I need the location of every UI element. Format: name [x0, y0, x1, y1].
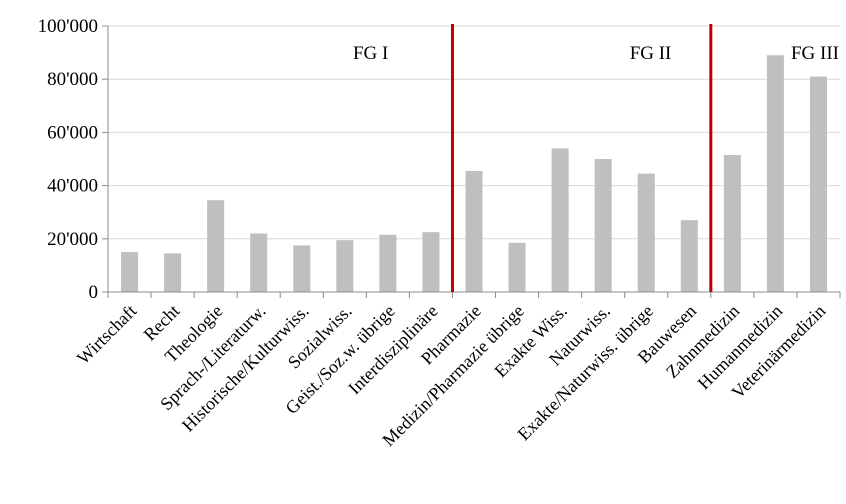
bar — [336, 240, 354, 292]
bar — [293, 245, 311, 292]
y-tick-label: 20'000 — [47, 229, 98, 250]
group-label: FG III — [791, 43, 839, 64]
axes — [102, 25, 841, 298]
bar — [508, 242, 526, 292]
bar — [207, 200, 225, 292]
bar — [551, 148, 569, 292]
bar — [121, 252, 139, 292]
bar — [250, 233, 268, 292]
group-label: FG II — [630, 43, 672, 64]
y-tick-label: 80'000 — [47, 69, 98, 90]
x-tick-label: Wirtschaft — [73, 301, 140, 368]
bar — [723, 155, 741, 292]
bar — [594, 159, 612, 292]
bar — [637, 173, 655, 292]
bar — [379, 234, 397, 292]
bar — [766, 55, 784, 293]
bar — [164, 253, 182, 292]
y-tick-label: 0 — [89, 282, 99, 303]
gridlines — [108, 25, 840, 240]
group-label: FG I — [353, 43, 388, 64]
bar — [422, 232, 440, 292]
group-separators — [450, 24, 713, 292]
bars — [121, 55, 827, 293]
y-tick-label: 100'000 — [38, 16, 98, 37]
y-tick-label: 40'000 — [47, 176, 98, 197]
bar — [465, 170, 483, 292]
y-tick-label: 60'000 — [47, 122, 98, 143]
bar — [809, 76, 827, 292]
bar — [680, 220, 698, 292]
